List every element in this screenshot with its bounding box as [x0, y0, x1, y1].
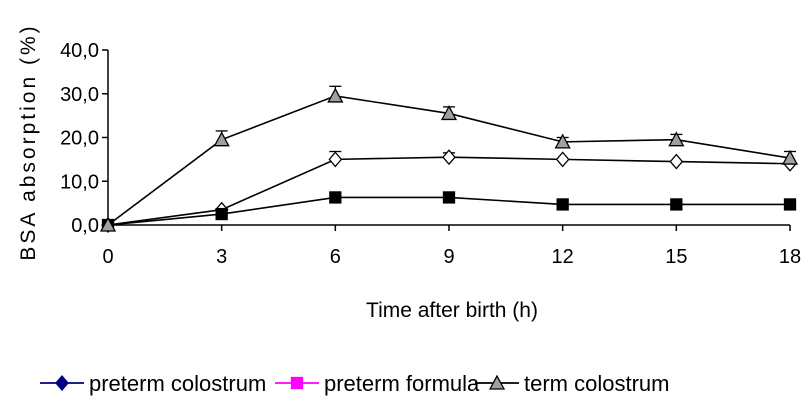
x-tick-label: 9: [443, 246, 454, 268]
x-tick-label: 0: [102, 246, 113, 268]
data-point: [669, 153, 684, 170]
x-tick-label: 18: [779, 246, 801, 268]
series-preterm-formula: [101, 191, 797, 232]
legend-item: term colostrum: [475, 371, 669, 396]
data-point: [555, 151, 570, 168]
legend-marker: [55, 375, 69, 391]
data-point: [215, 207, 228, 221]
y-ticks: 0,0 10,0 20,0 30,0 40,0: [60, 40, 108, 237]
data-point: [781, 149, 799, 165]
data-point: [668, 131, 685, 147]
legend-marker: [290, 376, 304, 390]
x-ticks: 0 3 6 9 12 15 18: [102, 225, 801, 268]
y-tick-label: 10,0: [60, 171, 99, 193]
data-point: [556, 198, 569, 211]
data-point: [440, 105, 458, 121]
y-tick-label: 40,0: [60, 40, 99, 62]
data-point: [783, 198, 797, 211]
y-axis-title: BSA absorption (%): [17, 23, 40, 260]
plot-area: 0,0 10,0 20,0 30,0 40,0 0 3 6 9 12 15 18: [60, 40, 801, 268]
x-axis-title: Time after birth (h): [366, 299, 538, 322]
x-tick-label: 6: [330, 246, 341, 268]
series-term-colostrum: [99, 85, 799, 232]
legend-label: preterm formula: [324, 371, 480, 396]
legend-label: term colostrum: [524, 371, 669, 396]
y-tick-label: 20,0: [60, 128, 99, 150]
data-point: [670, 198, 683, 211]
data-point: [329, 191, 342, 204]
data-point: [442, 149, 456, 166]
series-preterm-colostrum: [101, 149, 797, 233]
y-tick-label: 0,0: [71, 215, 99, 237]
series-layer: [99, 85, 799, 233]
data-point: [328, 151, 343, 168]
data-point: [213, 131, 230, 147]
data-point: [554, 133, 571, 149]
data-point: [99, 216, 117, 232]
data-point: [442, 191, 456, 204]
x-tick-label: 12: [552, 246, 574, 268]
legend-item: preterm formula: [275, 371, 480, 396]
legend-marker: [488, 374, 506, 390]
legend-label: preterm colostrum: [89, 371, 266, 396]
x-tick-label: 15: [665, 246, 687, 268]
x-tick-label: 3: [216, 246, 227, 268]
data-point: [327, 87, 344, 103]
legend: preterm colostrum preterm formula term col…: [40, 371, 669, 396]
y-tick-label: 30,0: [60, 84, 99, 106]
legend-item: preterm colostrum: [40, 371, 266, 396]
